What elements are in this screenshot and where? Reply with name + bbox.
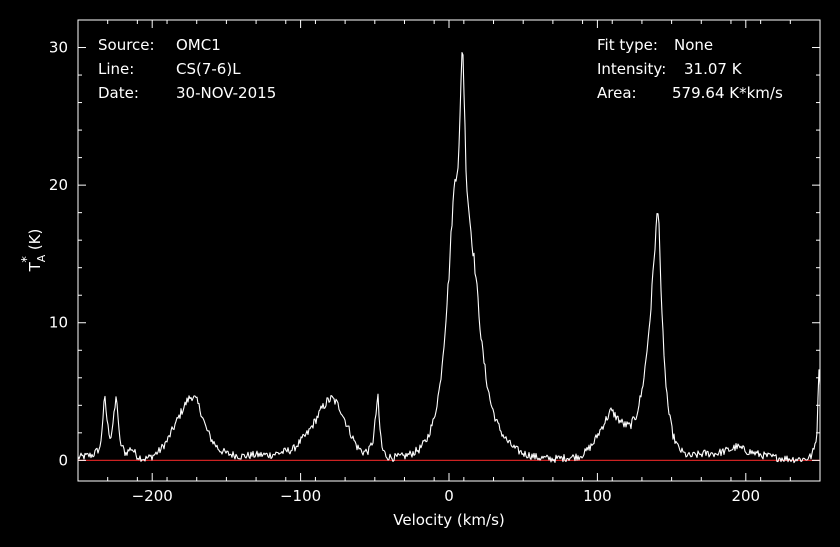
area-label: Area:	[597, 84, 637, 102]
y-tick-label: 0	[58, 451, 68, 469]
area-value: 579.64 K*km/s	[672, 84, 783, 102]
fit-type-label: Fit type:	[597, 36, 658, 54]
source-label: Source:	[98, 36, 155, 54]
fit-type-value: None	[674, 36, 713, 54]
y-tick-label: 20	[49, 176, 68, 194]
y-axis-label-sup: *	[20, 256, 35, 263]
spectrum-line	[77, 52, 821, 464]
y-axis-label-unit: (K)	[26, 229, 44, 251]
y-axis-label: TA* (K)	[20, 229, 48, 273]
intensity-value: 31.07 K	[684, 60, 743, 78]
x-tick-label: 100	[583, 487, 612, 505]
intensity-label: Intensity:	[597, 60, 666, 78]
line-label: Line:	[98, 60, 134, 78]
source-value: OMC1	[176, 36, 221, 54]
date-label: Date:	[98, 84, 139, 102]
y-axis-label-t: T	[26, 261, 44, 272]
date-value: 30-NOV-2015	[176, 84, 276, 102]
y-ticks: 0 10 20 30	[49, 39, 820, 469]
x-tick-label: 0	[444, 487, 454, 505]
y-tick-label: 10	[49, 314, 68, 332]
x-axis-label: Velocity (km/s)	[393, 511, 504, 529]
line-value: CS(7-6)L	[176, 60, 241, 78]
y-axis-label-sub: A	[35, 254, 48, 262]
x-ticks: −200 −100 0 100 200	[77, 20, 821, 505]
y-tick-label: 30	[49, 39, 68, 57]
x-tick-label: −100	[280, 487, 321, 505]
x-tick-label: −200	[132, 487, 173, 505]
svg-text:TA*(K): TA* (K)	[20, 229, 48, 273]
x-tick-label: 200	[731, 487, 760, 505]
